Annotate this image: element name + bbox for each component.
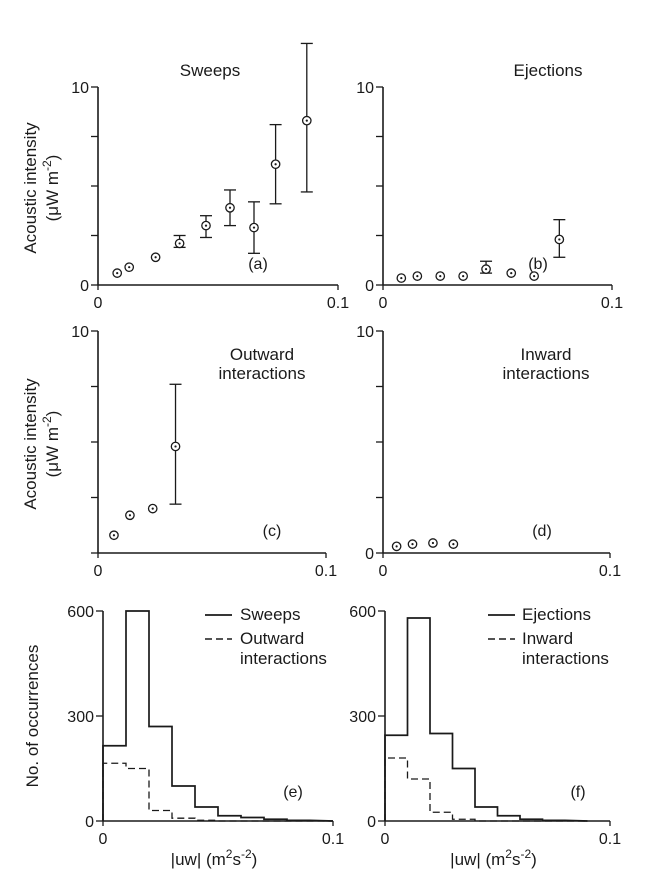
legend-label: interactions <box>522 649 609 668</box>
y-tick-label: 0 <box>365 546 374 563</box>
x-axis-label: |uw| (m2s-2) <box>171 847 258 869</box>
x-tick-label: 0.1 <box>315 563 337 580</box>
y-tick-label: 300 <box>67 709 94 726</box>
panel-label: (c) <box>263 523 282 540</box>
x-tick-label: 0 <box>379 563 388 580</box>
data-point-center <box>558 238 561 241</box>
data-point-center <box>533 274 536 278</box>
data-point-center <box>174 445 177 448</box>
y-tick-label: 10 <box>356 80 374 97</box>
data-point-center <box>452 543 455 546</box>
data-point-center <box>116 272 119 275</box>
y-tick-label: 10 <box>71 80 89 97</box>
x-tick-label: 0.1 <box>599 563 621 580</box>
x-tick-label: 0 <box>381 831 390 848</box>
data-point-center <box>395 545 398 548</box>
data-point-center <box>112 534 116 537</box>
panel-label: (e) <box>283 784 303 801</box>
y-axis-units: (μW m-2) <box>40 155 62 222</box>
x-axis-label: |uw| (m2s-2) <box>450 847 537 869</box>
data-point-center <box>416 274 419 278</box>
data-point-center <box>128 514 132 517</box>
x-tick-label: 0 <box>379 295 388 312</box>
data-point-center <box>204 224 208 227</box>
data-point-center <box>462 274 465 278</box>
y-tick-label: 600 <box>67 604 94 621</box>
data-point-center <box>274 163 277 166</box>
data-point-center <box>154 256 157 259</box>
y-tick-label: 600 <box>349 604 376 621</box>
panel-title-line: interactions <box>219 364 306 383</box>
y-tick-label: 10 <box>356 324 374 341</box>
x-tick-label: 0.1 <box>327 295 349 312</box>
panel-title-line: Outward <box>230 345 294 364</box>
data-point-center <box>400 276 403 280</box>
panel-a: 0 10 0 0.1 Sweeps (a) Acoustic intensity (μW m-… <box>21 42 349 312</box>
panel-title-line: Inward <box>520 345 571 364</box>
data-point-center <box>439 274 442 278</box>
x-tick-label: 0.1 <box>322 831 344 848</box>
y-axis-label: Acoustic intensity <box>21 122 40 254</box>
data-point-center <box>151 507 154 510</box>
histogram-dashed <box>102 762 333 822</box>
legend-label: interactions <box>240 649 327 668</box>
data-point-center <box>411 543 414 546</box>
data-point-center <box>431 541 435 545</box>
panel-label: (a) <box>248 256 268 273</box>
legend-label: Ejections <box>522 605 591 624</box>
data-point-center <box>305 119 308 122</box>
data-point-center <box>178 242 181 245</box>
histogram-dashed <box>384 757 588 822</box>
x-tick-label: 0 <box>94 295 103 312</box>
panel-label: (f) <box>570 784 585 801</box>
data-point-center <box>128 266 131 269</box>
y-axis-label: No. of occurrences <box>23 645 42 788</box>
y-tick-label: 0 <box>85 814 94 831</box>
x-tick-label: 0.1 <box>599 831 621 848</box>
y-tick-label: 0 <box>367 814 376 831</box>
x-tick-label: 0.1 <box>601 295 623 312</box>
y-axis-units: (μW m-2) <box>40 411 62 478</box>
y-tick-label: 0 <box>80 278 89 295</box>
panel-label: (d) <box>532 523 552 540</box>
histogram-solid <box>102 610 334 822</box>
panel-title-line: interactions <box>503 364 590 383</box>
panel-title: Sweeps <box>180 61 240 80</box>
histogram-solid <box>384 617 588 822</box>
data-point-center <box>510 272 513 275</box>
y-tick-label: 0 <box>365 278 374 295</box>
y-tick-label: 300 <box>349 709 376 726</box>
data-point-center <box>228 206 232 209</box>
legend-label: Inward <box>522 629 573 648</box>
legend-label: Sweeps <box>240 605 300 624</box>
panel-b: 0 10 0 0.1 Ejections (b) <box>356 61 623 312</box>
panel-label: (b) <box>528 256 548 273</box>
legend-label: Outward <box>240 629 304 648</box>
y-axis-label: Acoustic intensity <box>21 378 40 510</box>
x-tick-label: 0 <box>99 831 108 848</box>
data-point-center <box>252 226 256 229</box>
panel-title: Ejections <box>514 61 583 80</box>
data-point-center <box>484 268 488 271</box>
x-tick-label: 0 <box>94 563 103 580</box>
panel-f: 0 300 600 0 0.1 (f) Ejections Inwardinteraction… <box>349 604 621 869</box>
y-tick-label: 10 <box>71 324 89 341</box>
